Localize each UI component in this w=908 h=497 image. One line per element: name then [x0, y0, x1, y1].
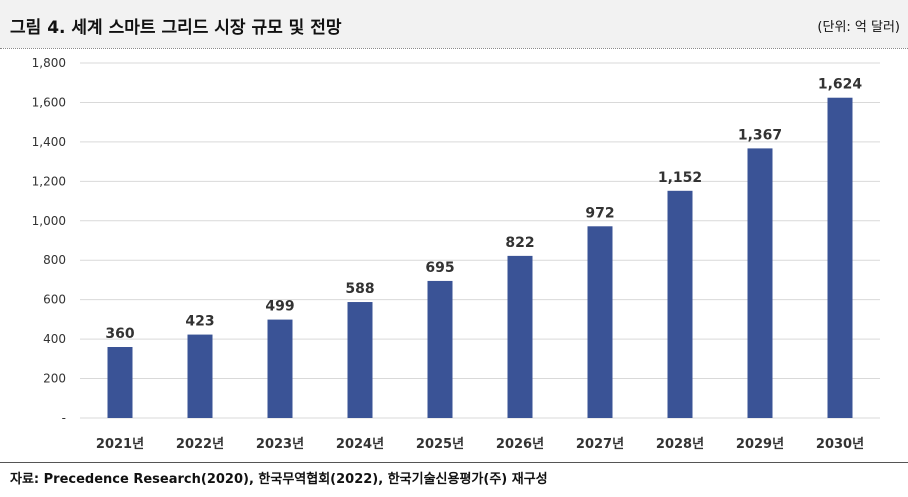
x-tick-label: 2023년 — [256, 437, 304, 452]
source-note: 자료: Precedence Research(2020), 한국무역협회(20… — [10, 472, 548, 487]
bar — [267, 319, 293, 418]
footer-divider — [0, 462, 908, 463]
data-label: 423 — [185, 314, 214, 330]
data-label: 360 — [105, 326, 134, 342]
x-tick-label: 2029년 — [736, 437, 784, 452]
unit-label: (단위: 억 달러) — [817, 20, 900, 35]
data-label: 1,367 — [738, 127, 782, 143]
y-tick-label: 400 — [43, 332, 66, 346]
x-tick-label: 2022년 — [176, 437, 224, 452]
x-tick-label: 2027년 — [576, 437, 624, 452]
bar — [187, 334, 213, 418]
y-tick-label: 1,600 — [32, 95, 66, 109]
data-label: 588 — [345, 281, 374, 297]
bar — [507, 255, 533, 418]
y-tick-label: 800 — [43, 253, 66, 267]
y-tick-label: 1,800 — [32, 56, 66, 70]
bar — [587, 226, 613, 418]
figure-title: 그림 4. 세계 스마트 그리드 시장 규모 및 전망 — [10, 18, 342, 38]
bar — [667, 190, 693, 418]
y-tick-label: 600 — [43, 293, 66, 307]
x-tick-label: 2021년 — [96, 437, 144, 452]
bar — [107, 347, 133, 418]
x-tick-label: 2030년 — [816, 437, 864, 452]
data-label: 1,624 — [818, 77, 863, 93]
x-tick-label: 2025년 — [416, 437, 464, 452]
x-tick-label: 2028년 — [656, 437, 704, 452]
y-tick-label: 1,400 — [32, 135, 66, 149]
y-tick-label: 1,200 — [32, 174, 66, 188]
y-tick-label: - — [62, 411, 66, 425]
bar-chart: - 200 400 600 800 1,000 1,200 1,400 1,600 1,800 36… — [32, 56, 880, 452]
data-label: 499 — [265, 299, 294, 315]
data-label: 695 — [425, 260, 454, 276]
bar — [827, 97, 853, 418]
bar — [427, 280, 453, 418]
bar — [347, 302, 373, 418]
data-label: 1,152 — [658, 170, 702, 186]
y-tick-label: 200 — [43, 372, 66, 386]
data-label: 822 — [505, 235, 534, 251]
y-tick-label: 1,000 — [32, 214, 66, 228]
x-tick-label: 2026년 — [496, 437, 544, 452]
data-label: 972 — [585, 205, 614, 221]
bar — [747, 148, 773, 418]
x-tick-label: 2024년 — [336, 437, 384, 452]
header-divider — [0, 48, 908, 49]
header-bar: 그림 4. 세계 스마트 그리드 시장 규모 및 전망 (단위: 억 달러) — [0, 0, 908, 48]
